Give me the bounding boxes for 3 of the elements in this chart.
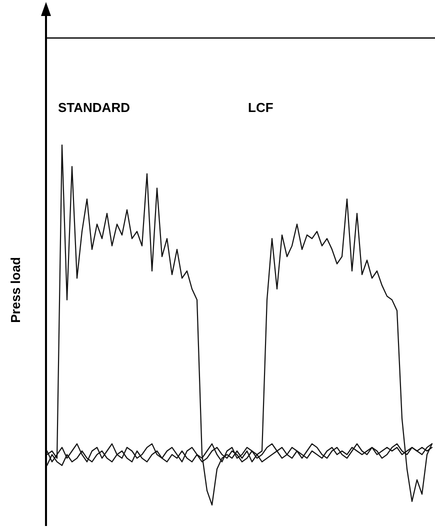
text: LCF	[248, 100, 274, 115]
y-axis-title: Press load	[8, 257, 23, 323]
text: STANDARD	[58, 100, 130, 115]
